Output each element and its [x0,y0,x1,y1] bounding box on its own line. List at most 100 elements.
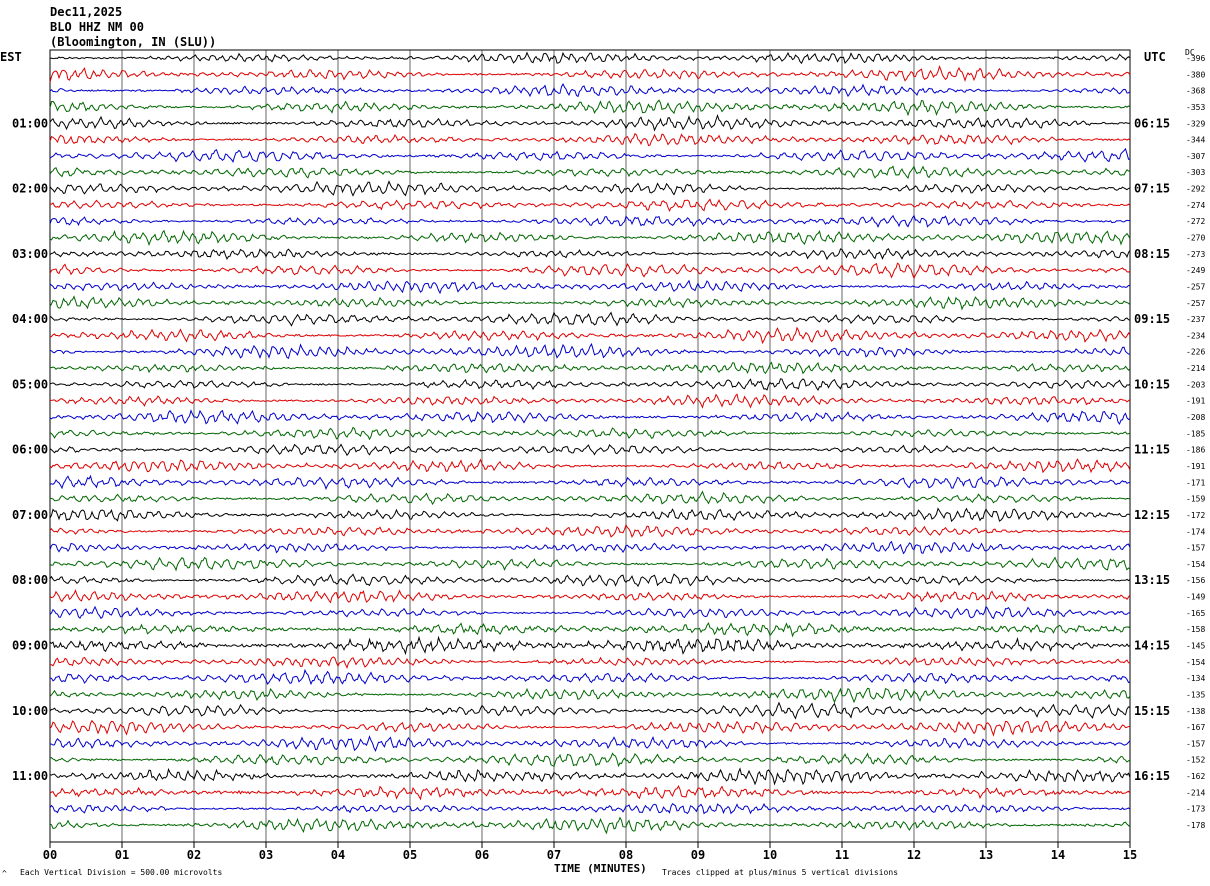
trace-line [49,147,1131,163]
dc-offset-label: -234 [1186,331,1205,340]
dc-offset-label: -273 [1186,250,1205,259]
right-hour-label: 09:15 [1134,312,1170,326]
dc-offset-label: -191 [1186,397,1205,406]
trace-line [49,248,1131,261]
trace-line [49,198,1131,212]
trace-line [49,326,1131,345]
x-tick-label: 08 [619,848,633,862]
right-hour-label: 11:15 [1134,443,1170,457]
trace-line [49,99,1131,117]
right-hour-label: 15:15 [1134,704,1170,718]
dc-offset-label: -165 [1186,609,1205,618]
left-hour-label: 07:00 [12,508,48,522]
right-hour-label: 10:15 [1134,377,1170,391]
x-tick-label: 11 [835,848,849,862]
dc-offset-label: -303 [1186,168,1205,177]
trace-line [49,490,1131,506]
station-code: BLO HHZ NM 00 [50,20,144,34]
dc-offset-label: -157 [1186,739,1205,748]
trace-line [49,443,1131,457]
x-tick-label: 06 [475,848,489,862]
trace-line [49,229,1131,247]
x-tick-label: 13 [979,848,993,862]
dc-offset-label: -214 [1186,788,1205,797]
trace-line [49,556,1131,572]
dc-offset-label: -344 [1186,136,1205,145]
x-tick-label: 14 [1051,848,1065,862]
trace-line [50,393,1131,409]
trace-line [49,165,1131,180]
trace-line [49,474,1131,491]
trace-line [49,426,1131,441]
right-hour-label: 16:15 [1134,769,1170,783]
dc-offset-label: -307 [1186,152,1205,161]
dc-offset-label: -292 [1186,185,1205,194]
dc-offset-label: -173 [1186,805,1205,814]
dc-offset-header: DC [1185,48,1195,57]
trace-line [49,802,1131,815]
left-timezone-label: EST [0,50,22,64]
trace-line [49,767,1131,786]
x-tick-label: 15 [1123,848,1137,862]
left-hour-label: 09:00 [12,638,48,652]
dc-offset-label: -237 [1186,315,1205,324]
x-tick-label: 03 [259,848,273,862]
x-tick-label: 10 [763,848,777,862]
dc-offset-label: -134 [1186,674,1205,683]
x-tick-label: 02 [187,848,201,862]
dc-offset-label: -158 [1186,625,1205,634]
x-tick-label: 01 [115,848,129,862]
station-location: (Bloomington, IN (SLU)) [50,35,217,49]
right-hour-label: 06:15 [1134,116,1170,130]
plot-frame [49,49,1131,843]
trace-line [49,668,1131,686]
dc-offset-label: -159 [1186,495,1205,504]
trace-line [49,523,1131,538]
right-hour-label: 08:15 [1134,247,1170,261]
trace-line [49,752,1131,768]
dc-offset-label: -135 [1186,690,1205,699]
trace-line [49,540,1131,555]
dc-offset-label: -257 [1186,282,1205,291]
dc-offset-label: -329 [1186,119,1205,128]
left-hour-label: 02:00 [12,182,48,196]
dc-offset-label: -138 [1186,707,1205,716]
dc-offset-label: -167 [1186,723,1205,732]
right-hour-label: 12:15 [1134,508,1170,522]
trace-line [49,458,1131,474]
dc-offset-label: -174 [1186,527,1205,536]
trace-line [49,132,1131,147]
dc-offset-label: -154 [1186,560,1205,569]
trace-line [49,589,1131,604]
trace-line [49,656,1131,669]
scale-icon: ^ [2,869,7,878]
trace-line [49,605,1131,620]
trace-line [49,507,1131,523]
trace-line [49,735,1131,752]
left-hour-label: 08:00 [12,573,48,587]
dc-offset-label: -171 [1186,478,1205,487]
trace-line [49,816,1131,835]
dc-offset-label: -226 [1186,348,1205,357]
right-hour-label: 14:15 [1134,638,1170,652]
x-tick-label: 09 [691,848,705,862]
trace-line [49,113,1131,132]
dc-offset-label: -208 [1186,413,1205,422]
trace-line [49,83,1131,98]
x-tick-label: 00 [43,848,57,862]
x-axis-label: TIME (MINUTES) [554,862,647,875]
trace-line [49,635,1131,656]
trace-line [49,64,1131,83]
dc-offset-label: -172 [1186,511,1205,520]
left-hour-label: 11:00 [12,769,48,783]
dc-offset-label: -272 [1186,217,1205,226]
left-hour-label: 01:00 [12,116,48,130]
left-hour-label: 10:00 [12,704,48,718]
dc-offset-label: -156 [1186,576,1205,585]
trace-line [49,180,1131,197]
dc-offset-label: -214 [1186,364,1205,373]
trace-line [49,361,1131,375]
dc-offset-label: -178 [1186,821,1205,830]
dc-offset-label: -353 [1186,103,1205,112]
trace-line [49,409,1131,426]
